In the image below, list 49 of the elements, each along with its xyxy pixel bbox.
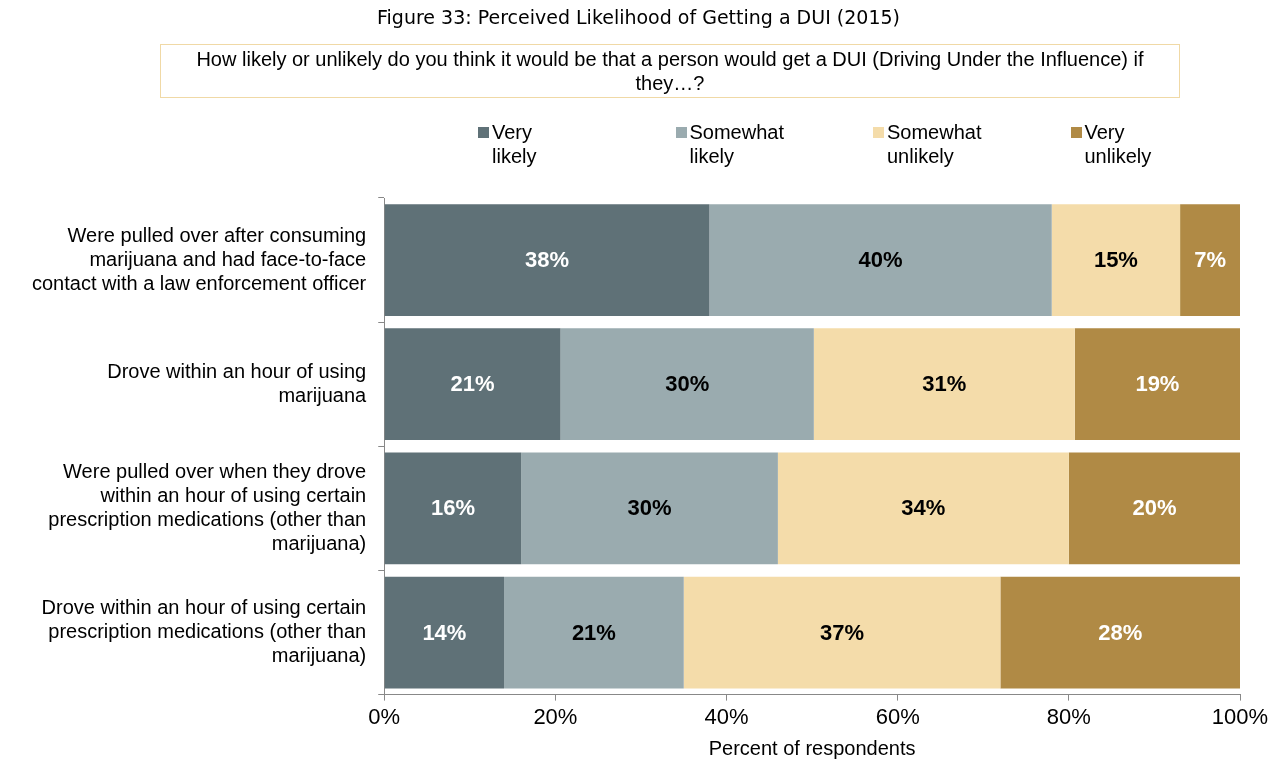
legend-label: Somewhat likely	[689, 120, 784, 168]
bar	[683, 576, 1001, 689]
bar	[1074, 328, 1240, 441]
bar	[1180, 204, 1240, 316]
data-label: 31%	[922, 371, 967, 397]
data-label: 21%	[450, 371, 495, 397]
bar	[1068, 452, 1240, 565]
chart-subtitle: How likely or unlikely do you think it would be that a person would get a DUI (Driving Under the Influence) if they…?	[160, 44, 1180, 98]
data-label: 40%	[858, 247, 903, 273]
legend-label: Somewhat unlikely	[887, 120, 982, 168]
bar	[560, 328, 814, 441]
bar	[777, 452, 1069, 565]
x-tick-label: 0%	[368, 703, 401, 729]
bar	[521, 452, 778, 565]
bar	[384, 452, 522, 565]
data-label: 14%	[422, 619, 467, 645]
bar	[384, 328, 561, 441]
x-tick-label: 60%	[875, 703, 920, 729]
bar	[384, 576, 505, 689]
y-tick-label: Were pulled over when they drove within an hour of using certain prescription medications (other than marijuana)	[48, 459, 367, 554]
bar	[384, 204, 710, 316]
legend-label: Very likely	[492, 120, 538, 168]
x-tick-label: 40%	[704, 703, 749, 729]
x-tick-label: 80%	[1046, 703, 1091, 729]
data-label: 20%	[1132, 495, 1177, 521]
x-tick-label: 20%	[533, 703, 578, 729]
bar	[1051, 204, 1181, 316]
data-label: 37%	[820, 619, 865, 645]
chart-title: Figure 33: Perceived Likelihood of Getting a DUI (2015)	[376, 6, 901, 28]
bar	[1000, 576, 1240, 689]
data-label: 38%	[525, 247, 570, 273]
legend-label: Very unlikely	[1084, 120, 1153, 168]
data-label: 16%	[430, 495, 475, 521]
data-label: 7%	[1194, 247, 1226, 273]
data-label: 28%	[1098, 619, 1143, 645]
data-label: 19%	[1135, 371, 1180, 397]
data-label: 15%	[1093, 247, 1138, 273]
x-tick-label: 100%	[1211, 703, 1269, 729]
data-label: 30%	[665, 371, 710, 397]
data-label: 34%	[901, 495, 946, 521]
y-tick-label: Drove within an hour of using marijuana	[107, 359, 368, 406]
y-tick-label: Drove within an hour of using certain prescription medications (other than marijuana)	[41, 596, 367, 667]
bar	[504, 576, 684, 689]
data-label: 21%	[571, 619, 616, 645]
bar	[709, 204, 1052, 316]
data-label: 30%	[627, 495, 672, 521]
bar	[813, 328, 1075, 441]
x-axis-title: Percent of respondents	[708, 736, 916, 759]
y-tick-label: Were pulled over after consuming marijuana and had face-to-face contact with a law enforcement officer	[31, 223, 367, 294]
